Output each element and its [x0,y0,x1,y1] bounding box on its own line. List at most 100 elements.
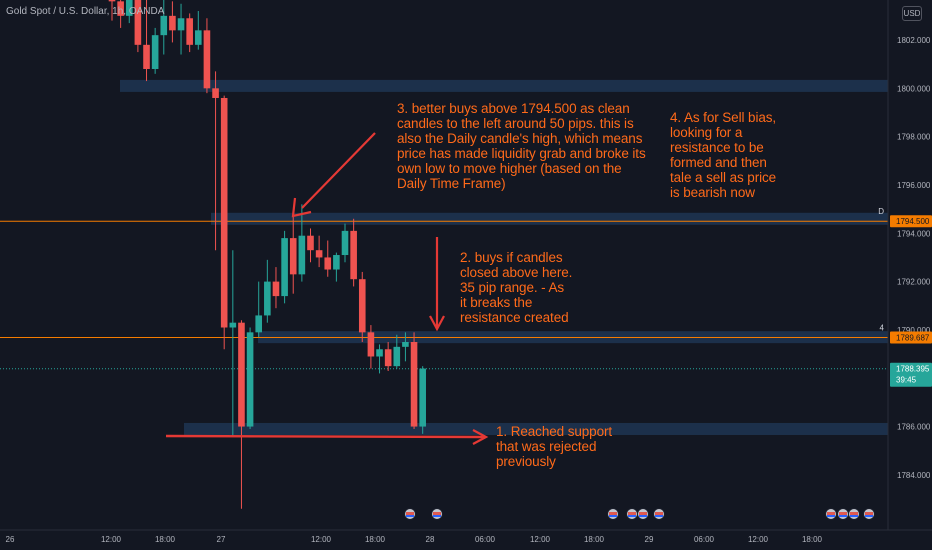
price-tick-label: 1802.000 [897,36,931,45]
annotation-line: resistance to be [670,140,764,155]
current-price-badge [890,362,932,387]
zone-rect [184,422,888,435]
horizontal-lines-layer: D4 [0,207,888,370]
annotation-line: 2. buys if candles [460,250,563,265]
annotation-line: it breaks the [460,295,533,310]
price-tick-label: 1800.000 [897,84,931,93]
annotation-line: 35 pip range. - As [460,280,565,295]
price-line-badge [890,331,932,344]
candle-body [402,342,409,347]
candle-body [281,238,288,297]
price-tick-label: 1794.000 [897,229,931,238]
time-tick-label: 26 [6,535,15,544]
price-line-tag: 4 [880,323,885,332]
symbol-title: Gold Spot / U.S. Dollar, 1h, OANDA [6,6,165,17]
arrow-1-head [472,429,489,445]
candle-body [358,279,366,333]
time-tick-label: 12:00 [530,535,551,544]
price-tick-label: 1784.000 [897,471,931,480]
time-tick-label: 06:00 [475,535,496,544]
annotation-line: candles to the left around 50 pips. this… [397,116,634,131]
event-flag-stripe [406,512,414,515]
price-axis[interactable]: 1802.000 1800.000 1798.000 1796.000 1794.000… [887,0,932,550]
price-line-tag: D [878,207,884,216]
annotation-4: 4. As for Sell bias, looking for a resista… [670,110,820,200]
arrows-layer [165,132,489,445]
time-tick-label: 27 [217,535,226,544]
candle-body [125,0,133,16]
annotation-line: 1. Reached support [496,424,613,439]
current-price-label: 1788.395 [896,365,930,374]
candle-body [298,235,306,275]
currency-button[interactable]: USD [902,6,922,21]
annotation-2: 2. buys if candles closed above here. 35 p… [460,250,600,325]
event-flag-stripe [655,515,663,517]
candle-body [169,15,176,31]
event-flag-stripe [865,512,873,515]
candle-body [151,35,159,69]
price-line-badge-label: 1789.687 [896,333,930,342]
price-tick-label: 1792.000 [897,278,931,287]
candle-body [134,0,142,45]
arrow-3-head [291,197,312,218]
event-flag-stripe [628,512,636,515]
annotation-line: also the Daily candle's high, which mean… [397,131,643,146]
time-tick-label: 29 [645,535,654,544]
countdown-label: 39:45 [896,376,917,385]
arrow-3-shaft [301,132,376,209]
candle-body [289,238,297,275]
annotation-1: 1. Reached support that was rejected previ… [496,424,636,469]
event-flag-stripe [406,515,414,517]
candle-body [246,332,254,427]
candle-body [419,368,426,427]
candle-body [410,342,418,427]
event-flag-stripe [639,515,647,517]
annotation-line: closed above here. [460,265,573,280]
candle-body [229,322,237,328]
candle-body [186,18,193,45]
event-flag-stripe [655,512,663,515]
annotation-line: tale a sell as price [670,170,777,185]
event-flag-stripe [850,515,858,517]
candle-body [238,322,245,427]
candle-body [203,30,211,89]
event-flag-stripe [433,515,441,517]
event-flag-stripe [850,512,858,515]
event-markers-layer [404,508,875,520]
event-flag-stripe [609,515,617,517]
event-flag-stripe [609,512,617,515]
price-line-badge [890,215,932,228]
time-tick-label: 18:00 [155,535,176,544]
candle-body [384,349,392,367]
annotation-3: 3. better buys above 1794.500 as clean ca… [397,101,647,191]
time-tick-label: 12:00 [311,535,332,544]
zone-rect [120,79,888,92]
event-flag-stripe [839,512,847,515]
arrow-1-shaft [165,434,485,439]
candle-body [264,281,271,316]
annotation-line: price has made liquidity grab and broke … [397,146,646,161]
time-tick-label: 18:00 [584,535,605,544]
candle-body [367,332,375,357]
annotation-line: that was rejected [496,439,597,454]
event-flag-stripe [433,512,441,515]
price-line-badge-label: 1794.500 [896,217,930,226]
candle-body [333,255,340,270]
candle-body [160,15,168,36]
annotation-line: own low to move higher (based on the [397,161,622,176]
candle-body [324,257,332,270]
candle-body [307,235,314,251]
time-tick-label: 18:00 [365,535,386,544]
time-tick-label: 06:00 [694,535,715,544]
annotation-line: is bearish now [670,185,755,200]
annotation-line: formed and then [670,155,767,170]
arrow-2-head [429,315,445,332]
time-tick-label: 18:00 [802,535,823,544]
candles-layer [108,0,426,509]
event-flag-stripe [628,515,636,517]
price-axis-background [888,0,932,550]
annotation-line: 3. better buys above 1794.500 as clean [397,101,630,116]
time-axis[interactable]: 26 12:00 18:00 27 12:00 18:00 28 06:00 12:00 18:0… [0,529,932,544]
price-tick-label: 1790.000 [897,326,931,335]
